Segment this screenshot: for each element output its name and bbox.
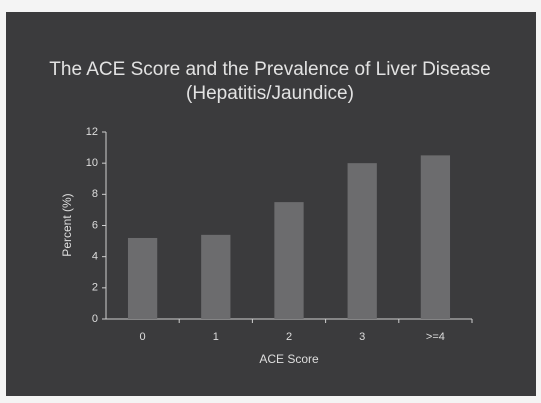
chart-title: The ACE Score and the Prevalence of Live… xyxy=(49,59,491,104)
x-tick-label: 2 xyxy=(286,331,292,343)
y-tick-label: 2 xyxy=(92,282,98,294)
y-tick-label: 4 xyxy=(92,251,98,263)
bar xyxy=(274,202,304,319)
x-tick-label: 1 xyxy=(213,331,219,343)
y-tick-label: 10 xyxy=(86,157,98,169)
y-tick-label: 0 xyxy=(92,313,98,325)
bar xyxy=(201,234,231,319)
bar xyxy=(347,163,377,319)
x-axis-label: ACE Score xyxy=(259,352,319,366)
y-tick-label: 8 xyxy=(92,188,98,200)
x-tick-label: >=4 xyxy=(426,331,445,343)
y-tick-label: 6 xyxy=(92,219,98,231)
y-tick-label: 12 xyxy=(86,126,98,138)
x-tick-label: 0 xyxy=(140,331,146,343)
x-tick-label: 3 xyxy=(359,331,365,343)
bar xyxy=(127,237,158,319)
y-axis-label: Percent (%) xyxy=(60,193,74,256)
bar xyxy=(420,155,451,319)
